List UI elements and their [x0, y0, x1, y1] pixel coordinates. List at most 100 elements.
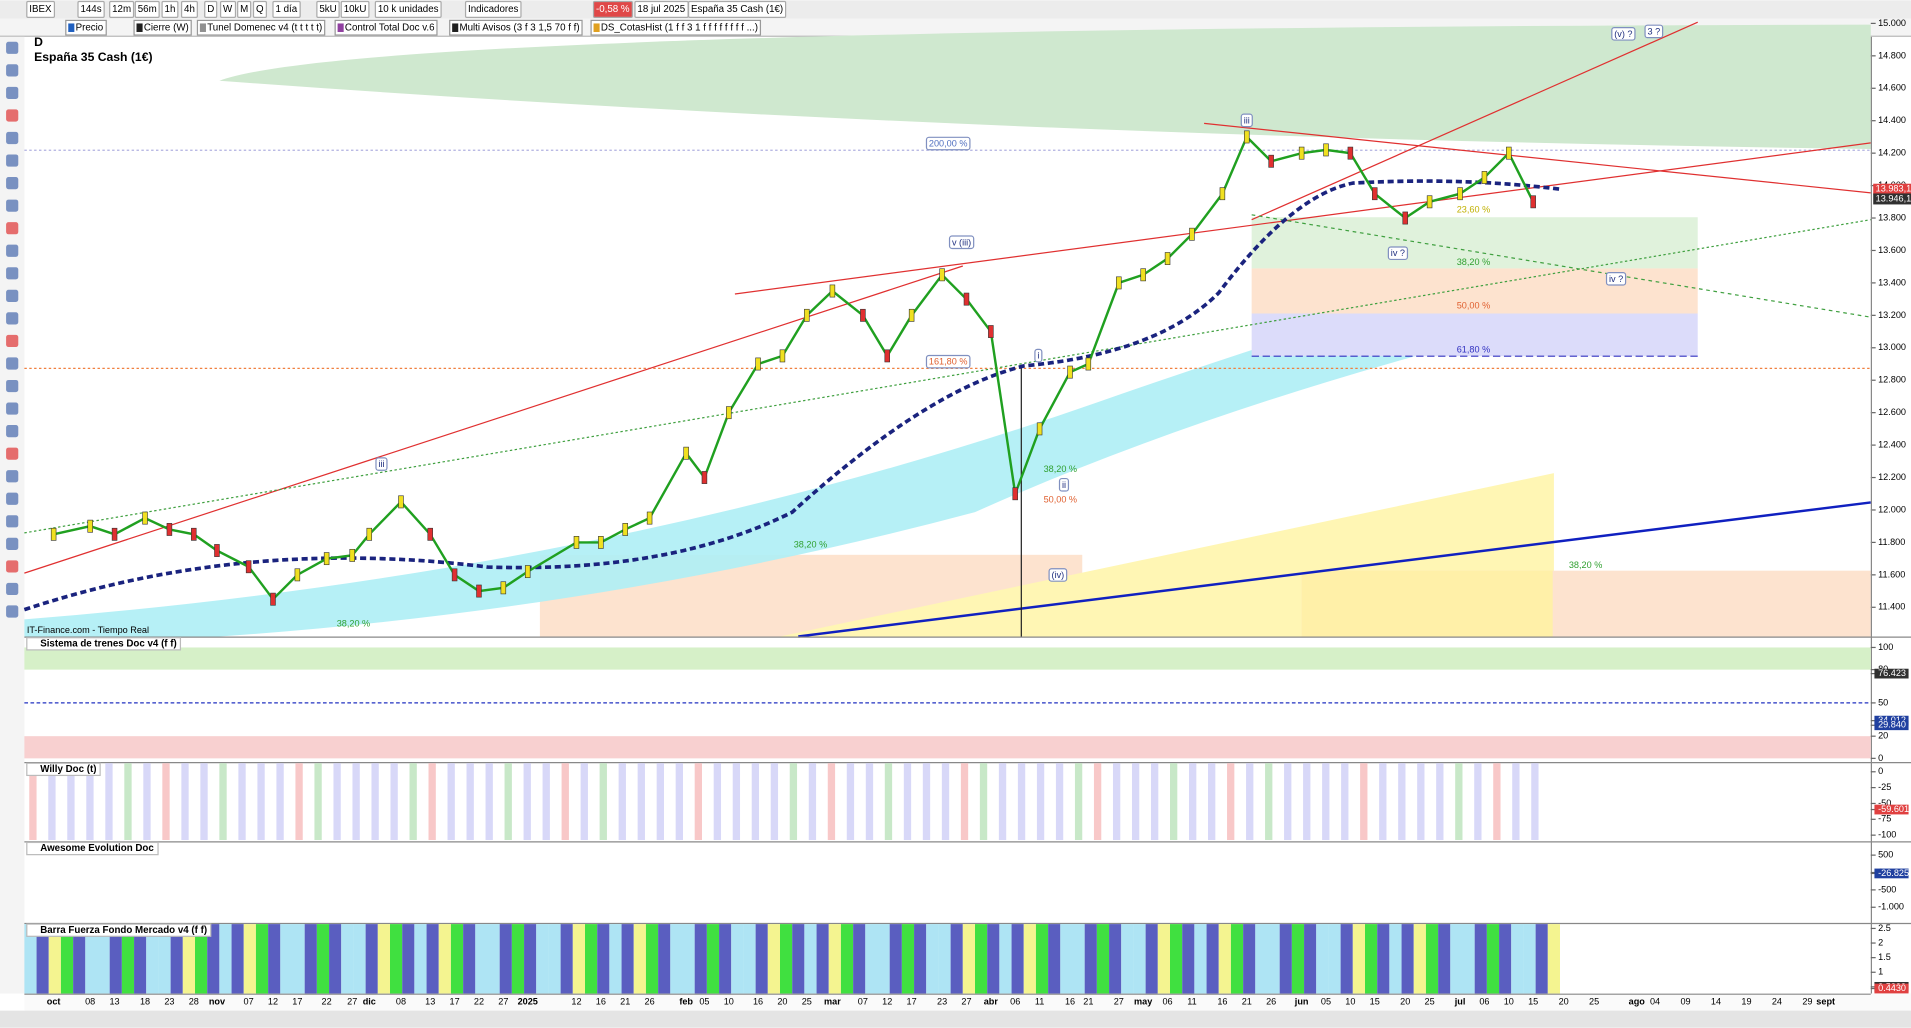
toolbar-button[interactable]: W [223, 4, 233, 15]
tool-icon[interactable] [6, 605, 19, 618]
candle [988, 325, 994, 338]
tool-icon[interactable] [6, 244, 19, 257]
indicator-tag[interactable]: DS_CotasHist (1 f f 3 1 f f f f f f f f … [601, 22, 758, 33]
tool-icon[interactable] [6, 447, 19, 460]
indicator-tag[interactable]: Cierre (W) [144, 22, 189, 33]
tool-icon[interactable] [6, 492, 19, 505]
trend-line [1251, 21, 1698, 221]
tool-icon[interactable] [6, 582, 19, 596]
toolbar-button[interactable]: IBEX [29, 4, 52, 15]
toolbar-button[interactable]: España 35 Cash (1€) [691, 4, 783, 15]
tool-icon[interactable] [6, 109, 19, 122]
stripe [29, 763, 37, 841]
tool-icon[interactable] [6, 64, 19, 77]
stripe [390, 763, 398, 841]
tool-icon[interactable] [6, 402, 19, 415]
trend-line [1204, 122, 1871, 194]
x-tick-label: 25 [1589, 997, 1599, 1007]
x-tick-label: 20 [777, 997, 787, 1007]
stripe [170, 924, 183, 994]
annotation: 38,20 % [1457, 257, 1490, 267]
x-tick-label: 27 [1114, 997, 1124, 1007]
indicator-tag[interactable]: Tunel Domenec v4 (t t t t t) [207, 22, 322, 33]
tag-frame [196, 19, 326, 36]
toolbar-button[interactable]: 18 jul 2025 [637, 4, 685, 15]
stripe [304, 924, 317, 994]
stripe [207, 924, 220, 994]
tool-icon[interactable] [6, 131, 19, 145]
y-tick-label: 11.400 [1878, 602, 1905, 612]
tool-icon[interactable] [6, 199, 19, 212]
tool-icon[interactable] [6, 537, 19, 550]
toolbar-button[interactable]: 1h [165, 4, 176, 15]
candle [1372, 187, 1378, 201]
button-frame [180, 0, 198, 18]
tool-icon[interactable] [6, 515, 19, 528]
tool-icon[interactable] [6, 222, 19, 235]
annotation-box [1058, 477, 1070, 492]
stripe [499, 924, 512, 994]
indicator-tag[interactable]: Multi Avisos (3 f 3 1,5 70 f f) [459, 22, 579, 33]
stripe [124, 763, 132, 841]
tool-icon[interactable] [6, 357, 19, 370]
toolbar-button[interactable]: 5kU [319, 4, 336, 15]
candle [111, 527, 118, 541]
tool-icon[interactable] [6, 312, 19, 325]
stripe [1255, 924, 1268, 994]
stripe [561, 763, 569, 841]
tag-frame [334, 19, 438, 36]
x-tick-label: 10 [724, 997, 734, 1007]
toolbar-button[interactable]: 1 día [275, 4, 297, 15]
stripe [1322, 763, 1330, 841]
toolbar-button[interactable]: -0,58 % [596, 4, 630, 15]
stripe [1157, 924, 1170, 994]
toolbar-button[interactable]: 10kU [344, 4, 367, 15]
toolbar-button[interactable]: 56m [138, 4, 157, 15]
toolbar-button[interactable]: 10 k unidades [378, 4, 439, 15]
value-badge [1874, 804, 1909, 815]
annotation: iv ? [1609, 274, 1623, 284]
button-frame [109, 0, 135, 18]
toolbar-button[interactable]: 12m [112, 4, 131, 15]
tool-icon[interactable] [6, 334, 19, 348]
stripe [523, 763, 531, 841]
annotation-box [375, 457, 388, 471]
toolbar-button[interactable]: Q [256, 4, 264, 15]
toolbar-button[interactable]: 144s [80, 4, 101, 15]
indicator-tag[interactable]: Precio [76, 22, 104, 33]
candle [1457, 187, 1463, 201]
stripe [903, 763, 912, 841]
toolbar-button[interactable]: 4h [184, 4, 195, 15]
candle [451, 568, 458, 582]
y-tick-label: 12.400 [1878, 440, 1906, 450]
toolbar-button[interactable]: Indicadores [468, 4, 519, 15]
stripe [998, 763, 1007, 841]
stripe [1279, 924, 1292, 994]
candle [1268, 154, 1274, 168]
stripe [960, 763, 969, 841]
tool-icon[interactable] [6, 379, 19, 393]
indicator-tag[interactable]: Control Total Doc v.6 [345, 22, 435, 33]
annotation: iv ? [1391, 248, 1405, 258]
tool-icon[interactable] [6, 560, 19, 573]
toolbar-button[interactable]: D [207, 4, 214, 15]
y-tick-label: 14.600 [1878, 83, 1906, 93]
toolbar-button[interactable]: M [240, 4, 248, 15]
tool-icon[interactable] [6, 154, 19, 167]
annotation-box [1034, 348, 1043, 363]
y-tick-label: -100 [1878, 830, 1896, 840]
candle [1481, 171, 1488, 184]
tool-icon[interactable] [6, 41, 19, 54]
tool-icon[interactable] [6, 425, 19, 438]
tool-icon[interactable] [6, 86, 19, 100]
tool-icon[interactable] [6, 267, 19, 280]
tool-icon[interactable] [6, 470, 19, 483]
y-tick-label: 14.800 [1878, 50, 1906, 60]
tool-icon[interactable] [6, 177, 19, 190]
tag-color [68, 23, 75, 32]
candle [755, 357, 761, 371]
stripe [329, 924, 342, 994]
tool-icon[interactable] [6, 289, 19, 302]
stripe [767, 924, 780, 994]
y-tick-label: -500 [1878, 884, 1896, 894]
